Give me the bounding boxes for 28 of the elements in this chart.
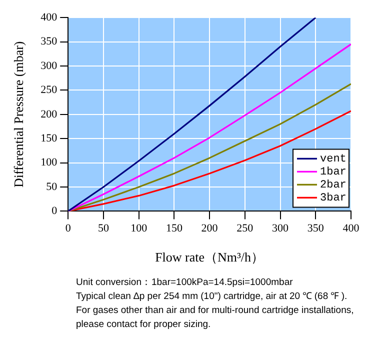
- legend-label: 2bar: [320, 180, 346, 192]
- x-tick-label: 0: [65, 222, 72, 235]
- y-tick-label: 150: [40, 132, 58, 144]
- text: Unit conversion：1bar=100kPa=14.5psi=1000mbar: [76, 276, 294, 290]
- y-tick-label: 400: [40, 11, 58, 24]
- y-axis-title: Differential Pressure (mbar): [11, 41, 26, 188]
- y-tick-label: 0: [52, 205, 58, 218]
- y-tick-label: 200: [40, 108, 58, 120]
- x-tick-label: 400: [342, 222, 360, 235]
- text: please contact for proper sizing.: [76, 318, 212, 332]
- x-tick-label: 100: [130, 222, 148, 235]
- x-tick-label: 200: [201, 222, 218, 235]
- legend-label: 3bar: [320, 192, 346, 205]
- y-tick-label: 100: [40, 156, 58, 169]
- y-tick-label: 250: [40, 84, 58, 96]
- y-tick-label: 350: [40, 36, 58, 48]
- legend-label: vent: [320, 154, 346, 166]
- legend-label: 1bar: [320, 166, 346, 179]
- x-axis-title: Flow rate（Nm³/h）: [155, 250, 264, 265]
- x-tick-label: 150: [166, 222, 183, 235]
- x-tick-label: 50: [98, 222, 110, 235]
- y-tick-label: 50: [46, 180, 58, 193]
- x-tick-label: 250: [236, 222, 254, 235]
- x-tick-label: 350: [307, 222, 324, 235]
- y-tick-label: 300: [40, 60, 58, 72]
- x-tick-label: 300: [272, 222, 290, 235]
- text: For gases other than air and for multi-round cartridge installations,: [76, 304, 355, 318]
- text: Typical clean ∆p per 254 mm (10") cartridge, air at 20 ℃ (68 ℉ ).: [76, 290, 348, 304]
